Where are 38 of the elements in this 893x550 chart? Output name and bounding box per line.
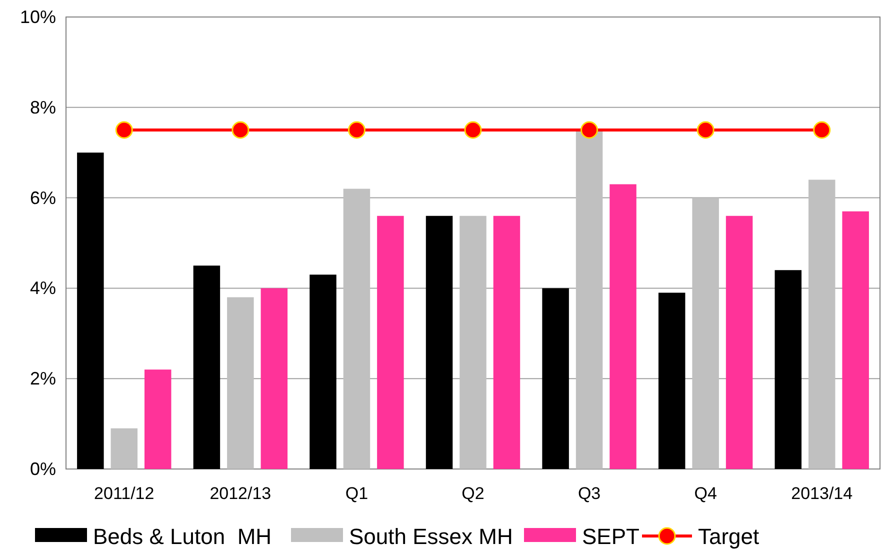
bar [460, 216, 486, 469]
x-tick-label: 2011/12 [94, 484, 154, 503]
bar [726, 216, 753, 469]
bar [658, 292, 686, 469]
x-tick-label: 2013/14 [791, 484, 853, 503]
legend-label: Beds & Luton MH [93, 524, 272, 549]
legend-label: Target [698, 524, 760, 549]
x-tick-label: Q4 [694, 484, 717, 503]
bar [227, 297, 254, 469]
bar [144, 370, 172, 469]
x-tick-label: 2012/13 [210, 484, 272, 503]
y-tick-label: 2% [30, 368, 56, 389]
bar [808, 180, 836, 469]
y-tick-label: 6% [30, 188, 56, 208]
bar [77, 152, 104, 469]
x-tick-label: Q3 [578, 484, 601, 503]
bar [426, 216, 453, 469]
y-tick-label: 10% [20, 7, 56, 27]
legend-label: South Essex MH [349, 524, 513, 549]
bar [193, 266, 220, 469]
bar [310, 274, 336, 469]
y-tick-label: 8% [30, 97, 56, 118]
bar [343, 188, 370, 469]
bar [542, 288, 569, 469]
bar [493, 216, 520, 469]
y-tick-label: 0% [30, 459, 56, 479]
bar [110, 428, 138, 469]
legend-label: SEPT [582, 524, 640, 549]
x-tick-label: Q2 [462, 484, 484, 503]
bar [260, 288, 288, 469]
bar [842, 211, 869, 469]
bar [774, 270, 802, 469]
bar [377, 216, 404, 469]
x-tick-label: Q1 [345, 484, 368, 503]
bar [610, 184, 636, 469]
y-tick-label: 4% [30, 278, 56, 298]
bar [692, 198, 719, 469]
bar [576, 130, 603, 469]
